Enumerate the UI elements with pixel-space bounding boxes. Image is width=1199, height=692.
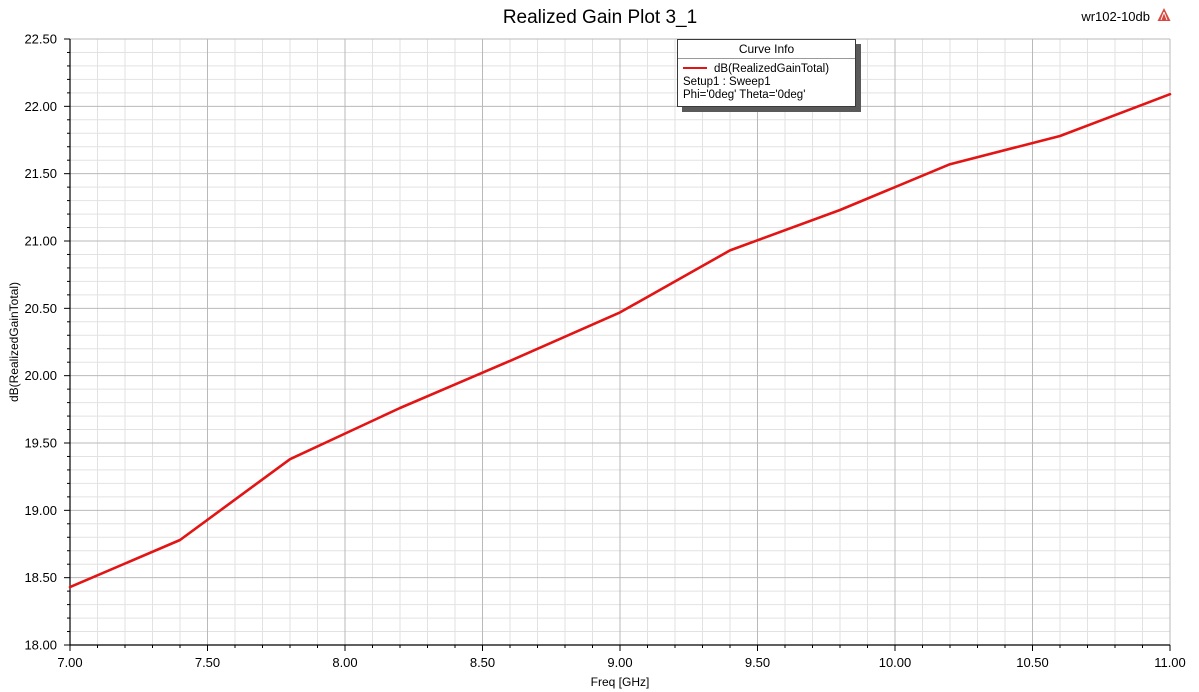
legend-title: Curve Info xyxy=(678,40,855,59)
ansys-logo-icon xyxy=(1157,8,1171,21)
legend-variables-row: Phi='0deg' Theta='0deg' xyxy=(678,89,855,102)
legend-swatch xyxy=(683,66,707,69)
y-tick-label: 20.00 xyxy=(24,368,57,383)
legend-entry[interactable]: dB(RealizedGainTotal) xyxy=(678,63,855,76)
y-axis-label: dB(RealizedGainTotal) xyxy=(7,282,21,402)
x-tick-label: 8.50 xyxy=(470,655,495,670)
series-line-realized-gain-total[interactable] xyxy=(68,92,1172,589)
x-tick-label: 7.50 xyxy=(195,655,220,670)
legend-setup-label: Setup1 : Sweep1 xyxy=(683,76,771,88)
x-tick-label: 7.00 xyxy=(57,655,82,670)
x-tick-label: 8.00 xyxy=(332,655,357,670)
legend-series-label: dB(RealizedGainTotal) xyxy=(714,63,830,75)
x-tick-label: 9.50 xyxy=(745,655,770,670)
x-tick-label: 10.50 xyxy=(1016,655,1049,670)
axis-ticks xyxy=(64,38,1171,651)
y-tick-label: 19.50 xyxy=(24,436,57,451)
y-tick-label: 22.00 xyxy=(24,99,57,114)
x-tick-label: 10.00 xyxy=(879,655,912,670)
y-tick-label: 20.50 xyxy=(24,301,57,316)
y-tick-label: 18.50 xyxy=(24,570,57,585)
x-axis-label: Freq [GHz] xyxy=(591,675,650,689)
chart-title: Realized Gain Plot 3_1 xyxy=(503,7,697,28)
traces[interactable] xyxy=(68,92,1172,589)
y-tick-label: 22.50 xyxy=(24,32,57,47)
x-tick-label: 9.00 xyxy=(607,655,632,670)
x-tick-label: 11.00 xyxy=(1154,655,1186,670)
legend-setup-row: Setup1 : Sweep1 xyxy=(678,76,855,89)
legend-variables-label: Phi='0deg' Theta='0deg' xyxy=(683,89,806,101)
y-tick-label: 18.00 xyxy=(24,638,57,653)
y-tick-label: 19.00 xyxy=(24,503,57,518)
y-tick-label: 21.00 xyxy=(24,234,57,249)
legend-box[interactable]: Curve Info dB(RealizedGainTotal) Setup1 … xyxy=(677,39,856,107)
y-tick-label: 21.50 xyxy=(24,166,57,181)
tick-labels: 7.00 7.50 8.00 8.50 9.00 9.50 10.00 10.50 11.00 1… xyxy=(24,32,1185,671)
project-name: wr102-10db xyxy=(1080,9,1150,24)
